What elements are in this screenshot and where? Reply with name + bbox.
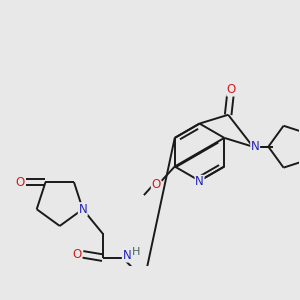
Text: N: N <box>251 140 260 153</box>
Text: O: O <box>227 83 236 96</box>
Text: O: O <box>152 178 161 190</box>
Text: N: N <box>195 176 204 188</box>
Text: N: N <box>122 249 131 262</box>
Text: O: O <box>73 248 82 261</box>
Text: H: H <box>131 247 140 257</box>
Text: N: N <box>78 203 87 216</box>
Text: O: O <box>16 176 25 189</box>
